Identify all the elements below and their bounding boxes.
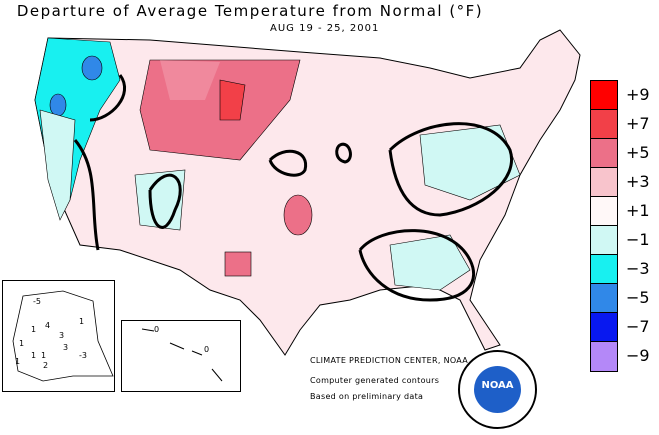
credit-line-2: Computer generated contours [310,376,440,385]
legend-label: −3 [626,259,650,278]
alaska-inset: -5 1 4 3 1 1 1 2 3 -3 1 1 [2,280,115,392]
legend-swatch [590,167,618,198]
legend-swatch [590,196,618,227]
map-subtitle: AUG 19 - 25, 2001 [270,23,380,34]
legend-label: +1 [626,201,650,220]
alaska-label: -5 [33,297,41,306]
legend-label: +5 [626,143,650,162]
legend-label: +9 [626,85,650,104]
alaska-label: 2 [43,361,49,370]
legend-swatch [590,341,618,372]
legend-label: +3 [626,172,650,191]
alaska-label: 1 [79,317,85,326]
legend-swatch [590,312,618,343]
alaska-label: 4 [45,321,51,330]
alaska-label: 1 [41,351,47,360]
hawaii-label: 0 [204,345,210,354]
map-title: Departure of Average Temperature from No… [16,2,484,20]
legend-label: −5 [626,288,650,307]
legend-swatch [590,254,618,285]
legend-swatch [590,138,618,169]
hawaii-label: 0 [154,325,160,334]
credit-line-3: Based on preliminary data [310,392,424,401]
alaska-label: 1 [15,357,21,366]
legend-label: −7 [626,317,650,336]
alaska-label: 3 [59,331,65,340]
noaa-logo-text: NOAA [481,380,514,391]
alaska-label: 3 [63,343,69,352]
legend-swatch [590,283,618,314]
alaska-label: 1 [31,325,37,334]
alaska-label: 1 [31,351,37,360]
credit-line-1: CLIMATE PREDICTION CENTER, NOAA [310,356,469,365]
alaska-label: -3 [79,351,87,360]
legend-label: +7 [626,114,650,133]
legend-label: −1 [626,230,650,249]
legend-swatch [590,109,618,140]
legend-swatch [590,225,618,256]
noaa-logo: NOAA [458,350,537,429]
legend-swatch [590,80,618,111]
legend-label: −9 [626,346,650,365]
alaska-label: 1 [19,339,25,348]
hawaii-inset: 0 0 [121,320,241,392]
